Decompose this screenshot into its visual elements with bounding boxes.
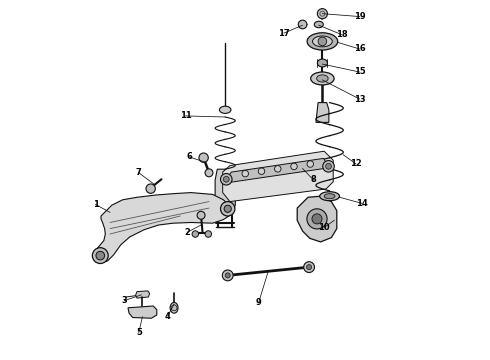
Polygon shape — [96, 193, 231, 262]
Text: 9: 9 — [256, 298, 262, 307]
Ellipse shape — [307, 33, 338, 50]
Text: 4: 4 — [165, 311, 171, 320]
Circle shape — [225, 273, 230, 278]
Text: 18: 18 — [336, 30, 347, 39]
Polygon shape — [136, 291, 149, 298]
Polygon shape — [222, 151, 333, 202]
Text: 17: 17 — [278, 29, 290, 37]
Circle shape — [92, 248, 108, 264]
Polygon shape — [128, 306, 157, 318]
Text: 3: 3 — [122, 296, 127, 305]
Ellipse shape — [311, 72, 334, 85]
Circle shape — [224, 205, 231, 212]
Circle shape — [318, 37, 327, 46]
Circle shape — [96, 251, 104, 260]
Polygon shape — [316, 103, 329, 122]
Ellipse shape — [314, 21, 323, 28]
Text: 13: 13 — [354, 94, 365, 104]
Circle shape — [220, 174, 232, 185]
Polygon shape — [228, 158, 328, 182]
Text: 15: 15 — [354, 68, 366, 77]
Circle shape — [307, 209, 327, 229]
Ellipse shape — [324, 194, 335, 199]
Polygon shape — [215, 169, 235, 212]
Circle shape — [298, 20, 307, 29]
Polygon shape — [297, 196, 337, 242]
Circle shape — [318, 9, 327, 19]
Circle shape — [307, 161, 314, 167]
Text: 1: 1 — [93, 200, 98, 209]
Text: 10: 10 — [318, 223, 330, 232]
Circle shape — [304, 262, 315, 273]
Circle shape — [307, 265, 312, 270]
Ellipse shape — [220, 106, 231, 113]
Text: 7: 7 — [136, 168, 142, 177]
Circle shape — [291, 163, 297, 170]
Circle shape — [146, 184, 155, 193]
Circle shape — [192, 231, 198, 237]
Circle shape — [199, 153, 208, 162]
Circle shape — [197, 211, 205, 219]
Circle shape — [223, 176, 229, 182]
Circle shape — [222, 270, 233, 281]
Text: 2: 2 — [184, 228, 190, 237]
Ellipse shape — [313, 36, 332, 47]
Text: 14: 14 — [356, 199, 368, 208]
Text: 5: 5 — [136, 328, 142, 337]
Text: 19: 19 — [354, 12, 365, 21]
Ellipse shape — [317, 75, 328, 82]
Circle shape — [312, 214, 322, 224]
Circle shape — [274, 166, 281, 172]
Circle shape — [205, 169, 213, 177]
Circle shape — [323, 161, 334, 172]
Ellipse shape — [170, 302, 178, 313]
Text: 16: 16 — [354, 44, 366, 53]
Circle shape — [220, 202, 235, 216]
Ellipse shape — [319, 192, 340, 201]
Circle shape — [326, 163, 331, 169]
Circle shape — [242, 170, 248, 177]
Ellipse shape — [318, 59, 327, 67]
Text: 11: 11 — [180, 112, 192, 120]
Text: 6: 6 — [186, 153, 192, 161]
Circle shape — [205, 231, 212, 237]
Circle shape — [258, 168, 265, 175]
Text: 8: 8 — [311, 175, 316, 184]
Text: 12: 12 — [350, 159, 362, 168]
